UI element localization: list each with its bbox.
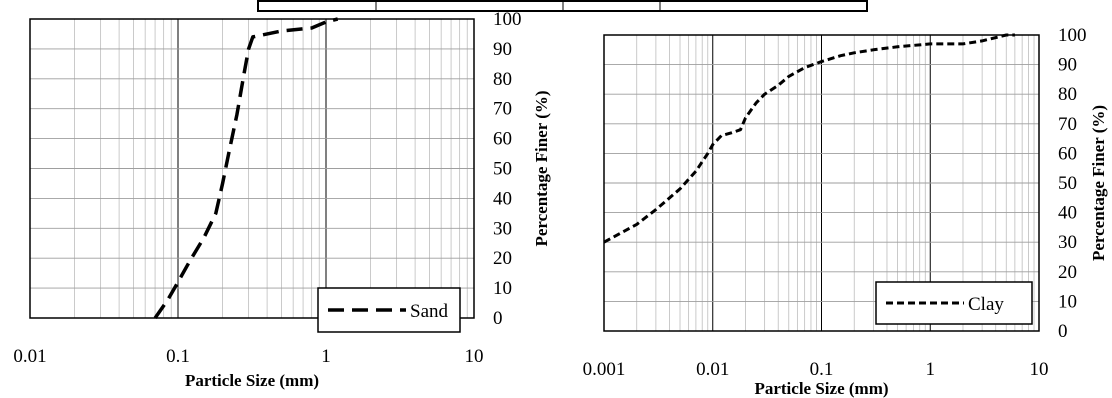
sand-y-axis-label: Percentage Finer (%) <box>532 90 551 246</box>
clay-x-axis-label: Particle Size (mm) <box>754 379 888 398</box>
y-tick-label: 60 <box>1058 143 1077 164</box>
y-tick-label: 30 <box>493 218 512 239</box>
sand-legend: Sand <box>317 287 461 333</box>
y-tick-label: 0 <box>1058 321 1068 342</box>
y-tick-label: 50 <box>493 159 512 180</box>
y-tick-label: 100 <box>493 9 522 30</box>
clay-series-line <box>603 33 1015 244</box>
y-tick-label: 0 <box>493 308 503 329</box>
sand-gradation-chart: 0.01 0.1 1 10 0 10 20 30 40 50 60 70 80 90 100 Partic… <box>13 9 551 390</box>
x-tick-label: 0.01 <box>696 359 729 380</box>
y-tick-label: 60 <box>493 129 512 150</box>
sand-y-tick-labels: 0 10 20 30 40 50 60 70 80 90 100 <box>493 9 522 329</box>
x-tick-label: 10 <box>465 346 484 367</box>
x-tick-label: 0.1 <box>810 359 834 380</box>
clay-y-axis-label: Percentage Finer (%) <box>1089 105 1108 261</box>
clay-series-group <box>603 33 1015 244</box>
x-tick-label: 0.1 <box>166 346 190 367</box>
y-tick-label: 10 <box>493 278 512 299</box>
y-tick-label: 70 <box>493 99 512 120</box>
y-tick-label: 40 <box>493 188 512 209</box>
clay-legend-label: Clay <box>968 294 1004 315</box>
clay-y-tick-labels: 0 10 20 30 40 50 60 70 80 90 100 <box>1058 25 1087 342</box>
cropped-table-fragment <box>257 0 868 12</box>
sand-plot-frame <box>29 18 475 319</box>
sand-series-group <box>153 17 339 320</box>
y-tick-label: 20 <box>1058 262 1077 283</box>
y-tick-label: 90 <box>493 39 512 60</box>
y-tick-label: 30 <box>1058 232 1077 253</box>
y-tick-label: 40 <box>1058 203 1077 224</box>
sand-series-line <box>153 17 339 320</box>
y-tick-label: 20 <box>493 248 512 269</box>
x-tick-label: 10 <box>1030 359 1049 380</box>
y-tick-label: 50 <box>1058 173 1077 194</box>
y-tick-label: 100 <box>1058 25 1087 46</box>
y-tick-label: 80 <box>493 69 512 90</box>
x-tick-label: 1 <box>321 346 331 367</box>
clay-gradation-chart: 0.001 0.01 0.1 1 10 0 10 20 30 40 50 60 70 80 90 100 P… <box>583 25 1108 398</box>
y-tick-label: 80 <box>1058 84 1077 105</box>
sand-grid <box>30 19 474 318</box>
clay-x-tick-labels: 0.001 0.01 0.1 1 10 <box>583 359 1049 380</box>
y-tick-label: 90 <box>1058 55 1077 76</box>
y-tick-label: 70 <box>1058 114 1077 135</box>
x-tick-label: 0.001 <box>583 359 626 380</box>
sand-x-tick-labels: 0.01 0.1 1 10 <box>13 346 483 367</box>
x-tick-label: 0.01 <box>13 346 46 367</box>
x-tick-label: 1 <box>926 359 936 380</box>
y-tick-label: 10 <box>1058 291 1077 312</box>
sand-legend-label: Sand <box>410 301 449 322</box>
clay-legend: Clay <box>875 281 1033 325</box>
sand-x-axis-label: Particle Size (mm) <box>185 371 319 390</box>
clay-plot-frame <box>603 34 1040 332</box>
